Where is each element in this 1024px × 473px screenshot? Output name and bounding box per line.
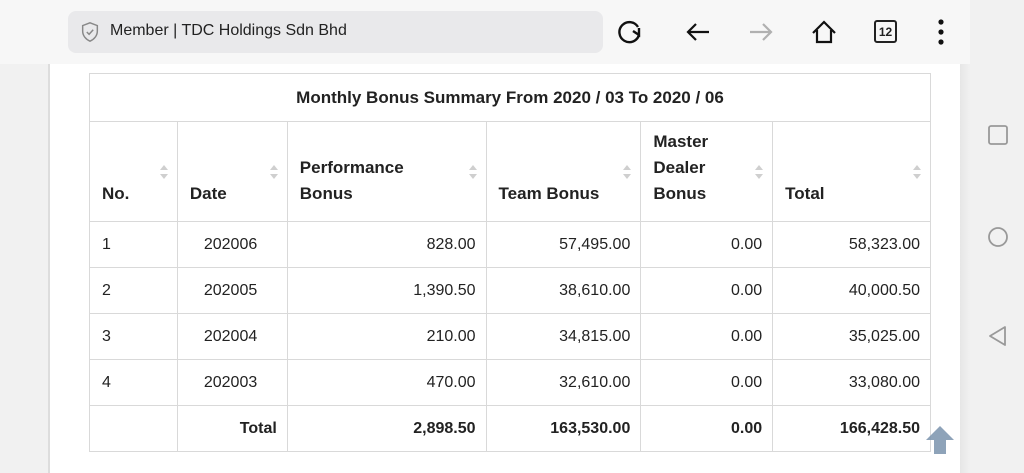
cell-master-dealer-bonus: 0.00 — [640, 359, 774, 406]
column-label: Dealer — [653, 158, 706, 177]
cell-date: 202004 — [176, 313, 288, 360]
cell-team-bonus: 34,815.00 — [485, 313, 642, 360]
cell-total: 58,323.00 — [772, 221, 931, 268]
table-total-row: Total 2,898.50 163,530.00 0.00 166,428.5… — [89, 405, 931, 452]
cell-no: 3 — [89, 313, 178, 360]
arrow-right-icon — [750, 23, 773, 41]
table-caption-row: Monthly Bonus Summary From 2020 / 03 To … — [89, 73, 931, 122]
cell-performance-bonus: 828.00 — [286, 221, 487, 268]
cell-empty — [89, 405, 178, 452]
cell-no: 1 — [89, 221, 178, 268]
column-label: Performance — [299, 158, 404, 177]
cell-total: 33,080.00 — [772, 359, 931, 406]
square-icon[interactable] — [987, 124, 1009, 146]
forward-button[interactable] — [743, 14, 779, 50]
bonus-summary-table: Monthly Bonus Summary From 2020 / 03 To … — [89, 73, 931, 452]
column-label: Bonus — [653, 184, 707, 203]
table-row: 2 202005 1,390.50 38,610.00 0.00 40,000.… — [89, 267, 931, 314]
tab-switcher-button[interactable]: 12 — [874, 20, 897, 43]
table-row: 3 202004 210.00 34,815.00 0.00 35,025.00 — [89, 313, 931, 360]
column-header-no[interactable]: No. — [89, 121, 178, 222]
column-label: Master — [653, 132, 709, 151]
arrow-up-icon — [926, 426, 954, 454]
address-text: Member | TDC Holdings Sdn Bhd — [110, 22, 347, 39]
circle-icon[interactable] — [987, 226, 1009, 248]
cell-total: 35,025.00 — [772, 313, 931, 360]
column-header-date[interactable]: Date — [176, 121, 288, 222]
column-label: Team Bonus — [498, 184, 600, 203]
more-vertical-icon — [938, 19, 944, 45]
total-label: Total — [176, 405, 288, 452]
cell-team-bonus: 57,495.00 — [485, 221, 642, 268]
content-edge — [960, 64, 970, 473]
cell-team-bonus: 38,610.00 — [485, 267, 642, 314]
sort-icon — [755, 165, 764, 179]
cell-master-dealer-bonus: 0.00 — [640, 221, 774, 268]
sort-icon — [159, 165, 168, 179]
total-performance-bonus: 2,898.50 — [286, 405, 487, 452]
column-header-performance-bonus[interactable]: Performance Bonus — [286, 121, 487, 222]
sort-icon — [913, 165, 921, 179]
cell-date: 202005 — [176, 267, 288, 314]
sort-icon — [269, 165, 278, 179]
address-bar[interactable]: Member | TDC Holdings Sdn Bhd — [68, 11, 603, 53]
browser-toolbar: Member | TDC Holdings Sdn Bhd 12 — [0, 0, 970, 64]
cell-master-dealer-bonus: 0.00 — [640, 313, 774, 360]
column-label: Bonus — [299, 184, 353, 203]
menu-button[interactable] — [923, 14, 959, 50]
back-button[interactable] — [680, 14, 716, 50]
shield-check-icon — [81, 22, 99, 42]
sort-icon — [468, 165, 477, 179]
system-nav-bar — [970, 0, 1024, 473]
cell-master-dealer-bonus: 0.00 — [640, 267, 774, 314]
cell-performance-bonus: 1,390.50 — [286, 267, 487, 314]
triangle-back-icon[interactable] — [987, 325, 1009, 347]
column-header-team-bonus[interactable]: Team Bonus — [485, 121, 642, 222]
cell-team-bonus: 32,610.00 — [485, 359, 642, 406]
column-label: Date — [189, 184, 227, 203]
scroll-to-top-button[interactable] — [922, 422, 958, 458]
cell-no: 2 — [89, 267, 178, 314]
total-team-bonus: 163,530.00 — [485, 405, 642, 452]
table-header-row: No. Date Performance Bonus Team Bonus Ma… — [89, 121, 931, 222]
home-icon — [812, 20, 836, 44]
home-button[interactable] — [806, 14, 842, 50]
reload-icon — [618, 20, 641, 44]
column-header-total[interactable]: Total — [772, 121, 931, 222]
sort-icon — [623, 165, 632, 179]
cell-date: 202006 — [176, 221, 288, 268]
reload-button[interactable] — [612, 14, 648, 50]
column-header-master-dealer-bonus[interactable]: Master Dealer Bonus — [640, 121, 774, 222]
table-caption: Monthly Bonus Summary From 2020 / 03 To … — [89, 73, 931, 122]
table-row: 1 202006 828.00 57,495.00 0.00 58,323.00 — [89, 221, 931, 268]
cell-total: 40,000.50 — [772, 267, 931, 314]
cell-no: 4 — [89, 359, 178, 406]
total-master-dealer-bonus: 0.00 — [640, 405, 774, 452]
cell-performance-bonus: 210.00 — [286, 313, 487, 360]
arrow-left-icon — [686, 23, 709, 41]
column-label: Total — [785, 184, 825, 203]
total-grand-total: 166,428.50 — [772, 405, 931, 452]
column-label: No. — [102, 184, 130, 203]
table-row: 4 202003 470.00 32,610.00 0.00 33,080.00 — [89, 359, 931, 406]
cell-date: 202003 — [176, 359, 288, 406]
cell-performance-bonus: 470.00 — [286, 359, 487, 406]
